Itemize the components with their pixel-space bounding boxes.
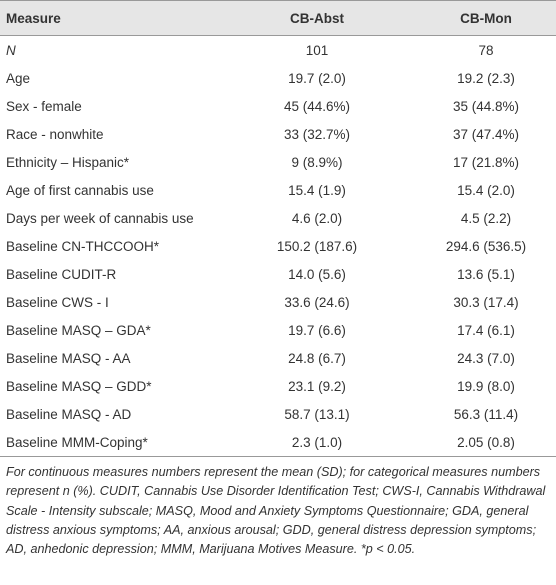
footnote: For continuous measures numbers represen… bbox=[6, 465, 546, 557]
table-cell: Baseline MASQ - AD bbox=[6, 406, 132, 422]
table-cell: 23.1 (9.2) bbox=[288, 378, 346, 394]
table-cell: 78 bbox=[478, 42, 494, 58]
table-cell: 2.05 (0.8) bbox=[384, 428, 556, 457]
table-row: Baseline MASQ - AA 24.8 (6.7) 24.3 (7.0) bbox=[0, 344, 556, 372]
table-cell: Baseline MASQ – GDD* bbox=[6, 378, 152, 394]
table-row: Baseline MMM-Coping* 2.3 (1.0) 2.05 (0.8) bbox=[0, 428, 556, 457]
table-cell: 17 (21.8%) bbox=[452, 154, 520, 170]
column-header: CB-Mon bbox=[460, 10, 512, 26]
table-row: Race - nonwhite 33 (32.7%) 37 (47.4%) bbox=[0, 120, 556, 148]
table-cell: 35 (44.8%) bbox=[452, 98, 520, 114]
table-cell: 17.4 (6.1) bbox=[457, 322, 515, 338]
table-cell: 4.5 (2.2) bbox=[460, 210, 512, 226]
table-row: Baseline CN-THCCOOH* 150.2 (187.6) 294.6 (… bbox=[0, 232, 556, 260]
table-row: Age 19.7 (2.0) 19.2 (2.3) bbox=[0, 64, 556, 92]
table-row: Days per week of cannabis use 4.6 (2.0) 4.… bbox=[0, 204, 556, 232]
table-cell: 24.8 (6.7) bbox=[288, 350, 346, 366]
table-row: Baseline MASQ – GDA* 19.7 (6.6) 17.4 (6.1) bbox=[0, 316, 556, 344]
table-row: Baseline CWS - I 33.6 (24.6) 30.3 (17.4) bbox=[0, 288, 556, 316]
table-cell: 45 (44.6%) bbox=[283, 98, 351, 114]
column-header: CB-Abst bbox=[290, 10, 344, 26]
table-cell: 58.7 (13.1) bbox=[284, 406, 350, 422]
table-row: Ethnicity – Hispanic* 9 (8.9%) 17 (21.8%) bbox=[0, 148, 556, 176]
table-cell: 19.7 (2.0) bbox=[288, 70, 346, 86]
table-cell: 24.3 (7.0) bbox=[457, 350, 515, 366]
table-cell: Baseline CWS - I bbox=[6, 294, 109, 310]
table-cell: Baseline CUDIT-R bbox=[6, 266, 117, 282]
table-cell: Baseline MASQ – GDA* bbox=[6, 322, 151, 338]
table-cell: 56.3 (11.4) bbox=[453, 406, 519, 422]
table-cell: 13.6 (5.1) bbox=[457, 266, 515, 282]
table-cell: 33 (32.7%) bbox=[283, 126, 351, 142]
table-cell: 30.3 (17.4) bbox=[453, 294, 519, 310]
table-cell: 101 bbox=[305, 42, 329, 58]
table-cell: Baseline CN-THCCOOH* bbox=[6, 238, 160, 254]
table-cell: Baseline MMM-Coping* bbox=[0, 428, 250, 457]
data-table: Measure CB-Abst CB-Mon N 101 78 Age 19.7 (2.0)… bbox=[0, 0, 556, 457]
table-row: Sex - female 45 (44.6%) 35 (44.8%) bbox=[0, 92, 556, 120]
table-cell: 19.7 (6.6) bbox=[288, 322, 346, 338]
table-cell: Race - nonwhite bbox=[6, 126, 104, 142]
table-cell: 15.4 (2.0) bbox=[457, 182, 515, 198]
table-row: Baseline CUDIT-R 14.0 (5.6) 13.6 (5.1) bbox=[0, 260, 556, 288]
table-cell: 19.2 (2.3) bbox=[457, 70, 515, 86]
table-cell: Baseline MASQ - AA bbox=[6, 350, 131, 366]
column-header: Measure bbox=[6, 10, 61, 26]
table-row: Age of first cannabis use 15.4 (1.9) 15.4 … bbox=[0, 176, 556, 204]
header-row: Measure CB-Abst CB-Mon bbox=[0, 0, 556, 36]
table-cell: 33.6 (24.6) bbox=[284, 294, 350, 310]
table-cell: 150.2 (187.6) bbox=[276, 238, 358, 254]
table-row: Baseline MASQ - AD 58.7 (13.1) 56.3 (11.4) bbox=[0, 400, 556, 428]
table-cell: Sex - female bbox=[6, 98, 82, 114]
table-cell: N bbox=[6, 42, 16, 58]
table-cell: 9 (8.9%) bbox=[291, 154, 343, 170]
table-body: N 101 78 Age 19.7 (2.0) 19.2 (2.3) Sex - femal… bbox=[0, 36, 556, 457]
table-cell: 4.6 (2.0) bbox=[291, 210, 343, 226]
table-cell: 19.9 (8.0) bbox=[457, 378, 515, 394]
table-cell: 294.6 (536.5) bbox=[445, 238, 527, 254]
table-header: Measure CB-Abst CB-Mon bbox=[0, 0, 556, 36]
table-cell: 37 (47.4%) bbox=[452, 126, 520, 142]
table-cell: Age of first cannabis use bbox=[6, 182, 154, 198]
table-cell: Ethnicity – Hispanic* bbox=[6, 154, 130, 170]
table-row: N 101 78 bbox=[0, 36, 556, 65]
table-cell: Days per week of cannabis use bbox=[6, 210, 194, 226]
table-cell: 15.4 (1.9) bbox=[288, 182, 346, 198]
table-cell: 14.0 (5.6) bbox=[288, 266, 346, 282]
table-row: Baseline MASQ – GDD* 23.1 (9.2) 19.9 (8.0) bbox=[0, 372, 556, 400]
table-cell: Age bbox=[6, 70, 31, 86]
table-cell: 2.3 (1.0) bbox=[250, 428, 384, 457]
